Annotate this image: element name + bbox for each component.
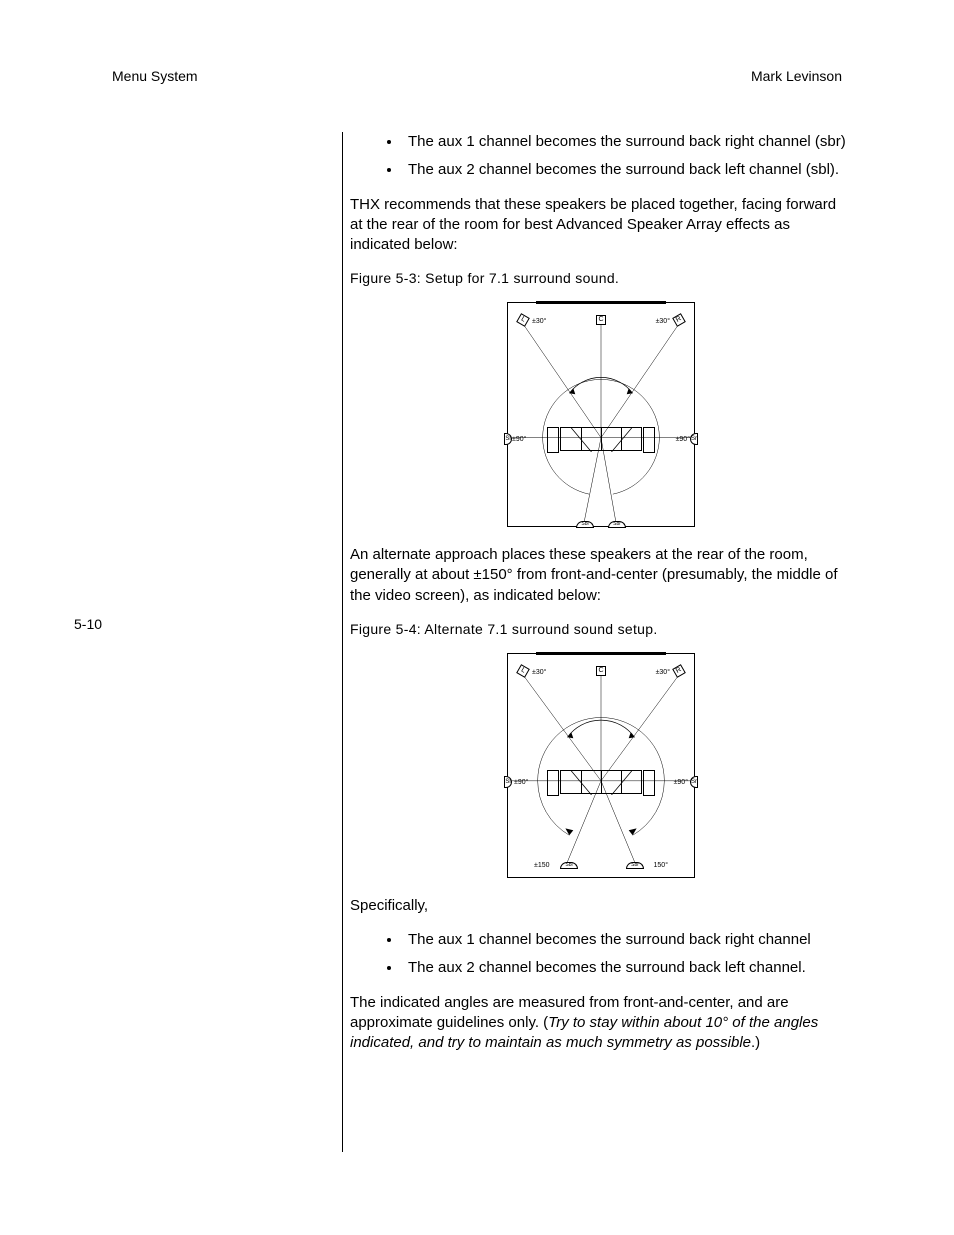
speaker-center-icon: C [596,315,606,325]
paragraph-specifically: Specifically, [350,896,852,916]
figure-caption-2: Figure 5-4: Alternate 7.1 surround sound… [350,620,852,639]
paragraph-alternate: An alternate approach places these speak… [350,545,852,606]
angle-label: ±90° [676,435,690,444]
main-content: The aux 1 channel becomes the surround b… [350,132,852,1067]
screen-icon [536,652,666,655]
bullet-list-top: The aux 1 channel becomes the surround b… [350,132,852,181]
page-header: Menu System Mark Levinson [112,68,842,84]
speaker-surround-right-icon: Sr [690,776,698,788]
bullet-list-bottom: The aux 1 channel becomes the surround b… [350,930,852,979]
angle-label: ±30° [656,317,670,326]
speaker-sbl-icon: Sbl [560,862,578,869]
list-item: The aux 2 channel becomes the surround b… [402,160,852,180]
header-right: Mark Levinson [751,68,842,84]
page-number: 5-10 [74,616,102,632]
speaker-left-icon: L [516,664,530,678]
header-left: Menu System [112,68,198,84]
speaker-right-icon: R [672,664,686,678]
figure-7-1-setup: L C R Sl Sr Sbl Sbr ±30° ±30° ±90° ±90° [507,302,695,527]
speaker-left-icon: L [516,313,530,327]
angle-guides-icon [508,303,694,526]
angle-label: ±90° [512,435,526,444]
text: .) [751,1034,760,1051]
angle-label: ±90° [674,778,688,787]
speaker-sbr-icon: Sbr [608,521,626,528]
speaker-sbl-icon: Sbl [576,521,594,528]
list-item: The aux 1 channel becomes the surround b… [402,132,852,152]
speaker-surround-right-icon: Sr [690,433,698,445]
figure-7-1-alt-setup: L C R Sl Sr Sbl Sbr ±30° ±30° ±90° ±90° … [507,653,695,878]
vertical-rule [342,132,343,1152]
figure-2-wrapper: L C R Sl Sr Sbl Sbr ±30° ±30° ±90° ±90° … [350,653,852,878]
speaker-center-icon: C [596,666,606,676]
angle-guides-icon [508,654,694,877]
paragraph-end: The indicated angles are measured from f… [350,993,852,1054]
speaker-right-icon: R [672,313,686,327]
speaker-surround-left-icon: Sl [504,433,512,445]
angle-label: ±30° [656,668,670,677]
speaker-sbr-icon: Sbr [626,862,644,869]
angle-label: 150° [654,861,668,870]
figure-caption-1: Figure 5-3: Setup for 7.1 surround sound… [350,269,852,288]
list-item: The aux 2 channel becomes the surround b… [402,958,852,978]
screen-icon [536,301,666,304]
couch-icon [560,427,642,451]
couch-icon [560,770,642,794]
list-item: The aux 1 channel becomes the surround b… [402,930,852,950]
paragraph-thx: THX recommends that these speakers be pl… [350,195,852,256]
angle-label: ±30° [532,668,546,677]
speaker-surround-left-icon: Sl [504,776,512,788]
figure-1-wrapper: L C R Sl Sr Sbl Sbr ±30° ±30° ±90° ±90° [350,302,852,527]
angle-label: ±150 [534,861,550,870]
angle-label: ±90° [514,778,528,787]
angle-label: ±30° [532,317,546,326]
